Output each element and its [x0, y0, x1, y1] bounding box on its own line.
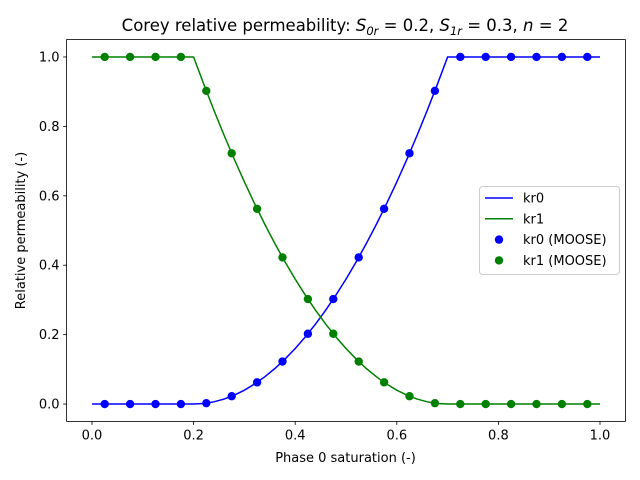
title-math-value: = 0.2, — [378, 16, 439, 35]
data-point-kr0-moose — [252, 378, 262, 387]
legend-entry-label: kr1 (MOOSE) — [523, 254, 607, 269]
title-math-value: = 2 — [534, 16, 569, 35]
data-point-kr1-moose — [557, 399, 567, 409]
x-tick-label: 0.6 — [386, 428, 407, 443]
legend-marker-swatch — [494, 235, 504, 244]
data-point-kr0-moose — [202, 398, 211, 408]
data-point-kr1-moose — [303, 294, 313, 304]
data-point-kr0-moose — [329, 294, 338, 304]
plot-area: 0.0 0.2 0.4 0.6 0.8 1.0 0.0 0.2 0.4 0.6 0.8 1.0 — [39, 39, 626, 443]
chart-title: Corey relative permeability: S0r = 0.2, … — [122, 16, 569, 38]
legend: kr0 kr1 kr0 (MOOSE) kr1 (MOOSE) — [479, 186, 620, 275]
legend-entry-label: kr0 — [523, 192, 544, 207]
data-point-kr0-moose — [303, 329, 313, 338]
data-point-kr1-moose — [202, 86, 211, 95]
data-point-kr0-moose — [227, 392, 236, 401]
data-point-kr1-moose — [583, 399, 592, 409]
data-point-kr1-moose — [278, 253, 287, 262]
data-point-kr0-moose — [506, 52, 516, 62]
data-point-kr0-moose — [405, 149, 414, 158]
title-math-symbol: n — [523, 16, 533, 35]
data-point-kr0-moose — [583, 52, 592, 62]
y-tick-label: 1.0 — [39, 50, 60, 65]
data-point-kr0-moose — [125, 399, 135, 409]
data-point-kr1-moose — [227, 149, 236, 158]
legend-entry-label: kr1 — [523, 212, 544, 227]
data-point-kr0-moose — [379, 204, 389, 214]
data-point-kr0-moose — [354, 253, 363, 262]
data-point-kr0-moose — [100, 399, 109, 409]
y-tick-label: 0.2 — [39, 328, 60, 343]
data-point-kr1-moose — [100, 52, 109, 62]
data-point-kr0-moose — [456, 52, 465, 62]
title-math-subscript: 0r — [366, 24, 379, 38]
title-text: Corey relative permeability: — [122, 16, 356, 35]
data-point-kr1-moose — [354, 357, 363, 366]
legend-entry-label: kr0 (MOOSE) — [523, 233, 607, 248]
data-point-kr1-moose — [151, 52, 160, 62]
x-tick-label: 0.4 — [285, 428, 306, 443]
x-axis-label: Phase 0 saturation (-) — [275, 451, 416, 466]
title-math-symbol: S — [439, 16, 449, 35]
y-tick-label: 0.8 — [39, 120, 60, 135]
data-point-kr0-moose — [481, 52, 490, 62]
data-point-kr0-moose — [430, 86, 440, 95]
title-math-value: = 0.3, — [462, 16, 523, 35]
y-tick-label: 0.4 — [39, 259, 60, 274]
data-point-kr1-moose — [456, 399, 465, 409]
x-tick-label: 0.2 — [183, 428, 204, 443]
data-point-kr0-moose — [176, 399, 186, 409]
data-point-kr1-moose — [430, 398, 440, 408]
title-math-subscript: 1r — [450, 24, 463, 38]
y-tick-label: 0.6 — [39, 189, 60, 204]
data-point-kr1-moose — [125, 52, 135, 62]
axes-frame — [66, 39, 626, 422]
data-point-kr1-moose — [176, 52, 186, 62]
series-line-kr1 — [92, 56, 600, 405]
data-point-kr0-moose — [557, 52, 567, 62]
data-point-kr0-moose — [278, 357, 287, 366]
data-point-kr0-moose — [151, 399, 160, 409]
x-tick-label: 1.0 — [590, 428, 611, 443]
data-point-kr1-moose — [252, 204, 262, 214]
title-math-symbol: S — [356, 16, 366, 35]
series-line-kr0 — [92, 56, 600, 405]
y-axis-label: Relative permeability (-) — [14, 152, 29, 309]
data-point-kr1-moose — [481, 399, 490, 409]
data-point-kr1-moose — [329, 329, 338, 338]
data-point-kr0-moose — [532, 52, 541, 62]
legend-marker-swatch — [494, 256, 504, 265]
data-point-kr1-moose — [532, 399, 541, 409]
x-tick-label: 0.8 — [488, 428, 509, 443]
legend-box — [479, 186, 620, 275]
data-point-kr1-moose — [379, 378, 389, 387]
data-point-kr1-moose — [506, 399, 516, 409]
y-tick-label: 0.0 — [39, 398, 60, 413]
data-point-kr1-moose — [405, 392, 414, 401]
x-tick-label: 0.0 — [82, 428, 103, 443]
